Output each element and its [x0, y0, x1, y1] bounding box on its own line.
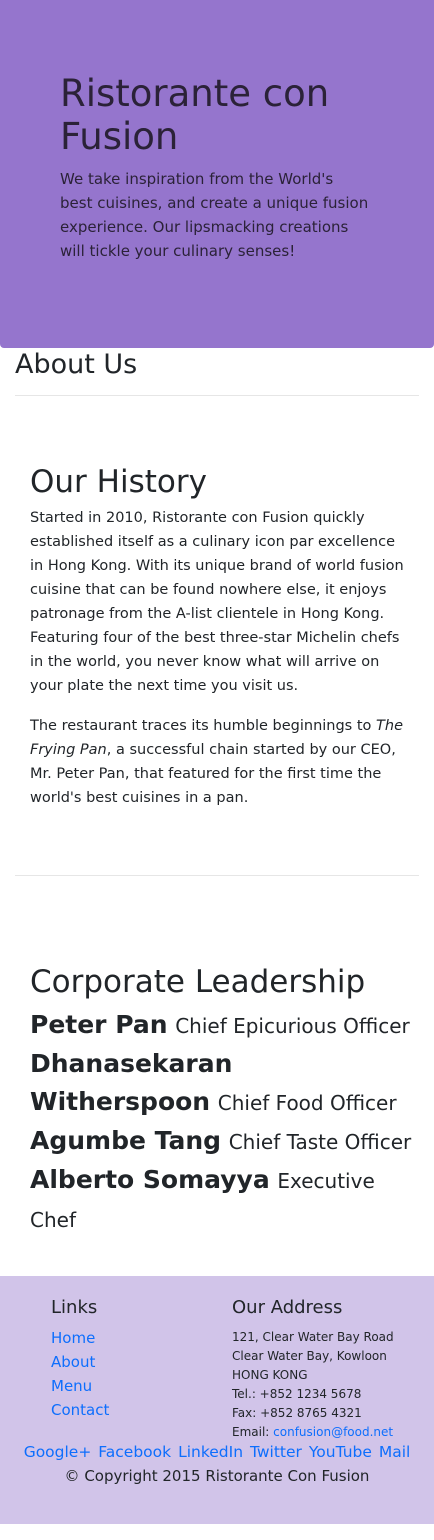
address-fax: Fax: +852 8765 4321: [232, 1406, 362, 1420]
email-label: Email:: [232, 1425, 274, 1439]
restaurant-tagline: We take inspiration from the World's bes…: [60, 170, 369, 260]
footer-link-menu[interactable]: Menu: [51, 1377, 93, 1395]
social-link-mail[interactable]: Mail: [378, 1443, 411, 1461]
restaurant-title: Ristorante con Fusion: [60, 72, 330, 158]
frying-pan-emphasis: The Frying Pan: [30, 718, 403, 758]
social-link-google-plus[interactable]: Google+: [23, 1443, 92, 1461]
footer-links-heading: Links: [51, 1297, 98, 1318]
social-link-youtube[interactable]: YouTube: [308, 1443, 372, 1461]
leader-name: Peter Pan: [30, 1010, 168, 1039]
address-line-2: Clear Water Bay, Kowloon: [232, 1349, 387, 1363]
leader-item: Alberto Somayya Executive Chef: [30, 1161, 420, 1239]
about-us-heading: About Us: [15, 349, 138, 380]
leader-title: Executive Chef: [30, 1169, 375, 1232]
copyright-text: © Copyright 2015 Ristorante Con Fusion: [64, 1467, 370, 1485]
social-links: Google+ Facebook LinkedIn Twitter YouTub…: [0, 1440, 434, 1464]
address-line-3: HONG KONG: [232, 1368, 308, 1382]
social-link-facebook[interactable]: Facebook: [98, 1443, 172, 1461]
divider: [15, 395, 419, 396]
history-paragraph-1: Started in 2010, Ristorante con Fusion q…: [30, 510, 404, 694]
history-paragraph-2: The restaurant traces its humble beginni…: [30, 714, 408, 810]
jumbotron-header: Ristorante con Fusion We take inspiratio…: [0, 0, 434, 348]
leader-item: Agumbe Tang Chief Taste Officer: [30, 1122, 420, 1161]
divider: [15, 875, 419, 876]
address-email-line: Email: confusion@food.net: [232, 1423, 394, 1442]
address-line-1: 121, Clear Water Bay Road: [232, 1330, 394, 1344]
leader-title: Chief Food Officer: [217, 1091, 397, 1115]
footer-link-item: Contact: [51, 1398, 109, 1422]
social-link-linkedin[interactable]: LinkedIn: [178, 1443, 244, 1461]
footer-link-home[interactable]: Home: [51, 1329, 96, 1347]
footer-link-item: About: [51, 1350, 109, 1374]
email-link[interactable]: confusion@food.net: [273, 1425, 394, 1439]
address-tel: Tel.: +852 1234 5678: [232, 1387, 362, 1401]
footer-link-about[interactable]: About: [51, 1353, 96, 1371]
social-link-twitter[interactable]: Twitter: [249, 1443, 302, 1461]
footer-address-heading: Our Address: [232, 1297, 343, 1318]
footer-links-list: Home About Menu Contact: [51, 1326, 109, 1422]
footer-link-item: Home: [51, 1326, 109, 1350]
leaders-list: Peter Pan Chief Epicurious Officer Dhana…: [30, 1006, 420, 1239]
leader-item: Peter Pan Chief Epicurious Officer: [30, 1006, 420, 1045]
leader-name: Dhanasekaran Witherspoon: [30, 1049, 233, 1116]
footer-link-contact[interactable]: Contact: [51, 1401, 110, 1419]
leader-title: Chief Epicurious Officer: [175, 1014, 410, 1038]
page-footer: Links Home About Menu Contact Our Addres…: [0, 1276, 434, 1524]
leader-item: Dhanasekaran Witherspoon Chief Food Offi…: [30, 1045, 420, 1122]
leader-title: Chief Taste Officer: [228, 1130, 412, 1154]
leader-name: Agumbe Tang: [30, 1126, 222, 1155]
our-history-heading: Our History: [30, 464, 207, 500]
corporate-leadership-heading: Corporate Leadership: [30, 964, 366, 1000]
leader-name: Alberto Somayya: [30, 1165, 270, 1194]
history-paragraph-2-start: The restaurant traces its humble beginni…: [30, 718, 377, 734]
history-paragraph-2-end: , a successful chain started by our CEO,…: [30, 742, 396, 806]
footer-address: 121, Clear Water Bay Road Clear Water Ba…: [232, 1328, 394, 1442]
footer-link-item: Menu: [51, 1374, 109, 1398]
